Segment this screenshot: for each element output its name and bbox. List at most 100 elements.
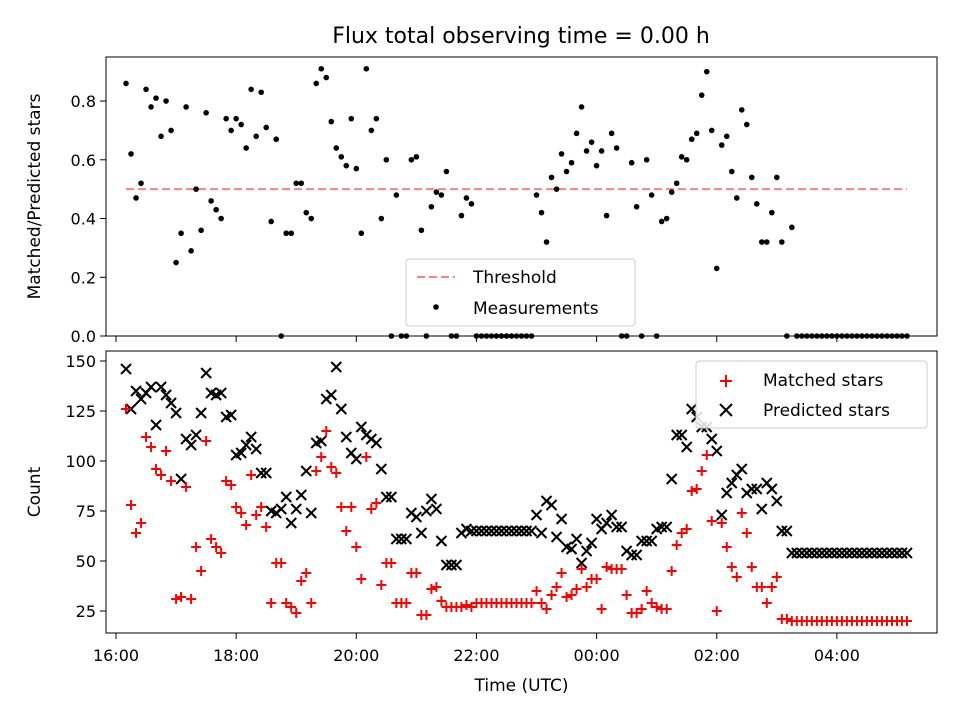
predicted-point (485, 525, 498, 537)
predicted-point-b (505, 525, 518, 537)
predicted-point (475, 525, 488, 537)
predicted-point-b (736, 463, 748, 475)
predicted-point-b (435, 535, 448, 547)
measurement-point (738, 107, 745, 113)
measurement-point (543, 239, 550, 245)
matched-point (766, 582, 777, 592)
measurement-point (273, 136, 280, 143)
predicted-point (866, 547, 878, 559)
predicted-point-b (195, 407, 207, 419)
measurement-point (433, 189, 440, 195)
matched-point (696, 466, 707, 476)
matched-point (241, 520, 252, 530)
predicted-point (771, 495, 783, 507)
measurement-point (683, 156, 690, 163)
predicted-point (851, 547, 863, 559)
predicted-point (325, 389, 337, 401)
predicted-point (505, 525, 518, 537)
measurement-point (894, 333, 900, 339)
predicted-point (565, 543, 578, 555)
bottom-xtick-label: 02:00 (694, 646, 740, 665)
predicted-point-b (200, 367, 212, 379)
chart-title: Flux total observing time = 0.00 h (332, 24, 710, 49)
measurement-point (478, 333, 485, 339)
matched-point (286, 602, 297, 612)
matched-point (336, 502, 347, 512)
measurement-point (809, 333, 815, 339)
predicted-point (685, 403, 698, 415)
predicted-point (806, 547, 818, 559)
measurement-point (368, 127, 375, 134)
predicted-point-b (205, 387, 217, 399)
predicted-point (165, 397, 177, 409)
measurement-point (353, 165, 360, 172)
measurement-point (723, 133, 730, 140)
predicted-point-b (721, 487, 733, 499)
predicted-point (340, 431, 352, 443)
predicted-point-b (355, 421, 368, 433)
predicted-point (711, 445, 723, 457)
predicted-point-b (295, 489, 307, 501)
measurement-point (278, 333, 285, 339)
matched-point (531, 586, 542, 596)
matched-point (371, 498, 382, 508)
measurement-point (393, 192, 400, 198)
predicted-point-b (245, 431, 257, 443)
predicted-point (150, 419, 162, 431)
measurement-point (148, 104, 154, 110)
predicted-point-b (655, 521, 668, 533)
measurement-point (303, 209, 310, 216)
predicted-point-b (836, 547, 848, 559)
matched-point (756, 582, 767, 592)
matched-point (431, 582, 442, 592)
predicted-point-b (400, 533, 413, 545)
matched-point (181, 482, 192, 492)
top-ytick-label: 0.4 (71, 210, 96, 229)
predicted-point-b (350, 453, 363, 465)
matched-point (126, 500, 137, 510)
predicted-point-b (470, 525, 483, 537)
predicted-point (290, 503, 302, 515)
matched-point (131, 528, 142, 538)
measurement-point (678, 154, 685, 160)
measurement-point (493, 333, 500, 339)
predicted-point-b (585, 537, 598, 549)
measurement-point (288, 230, 295, 237)
legend-matched-swatch (720, 375, 732, 387)
matched-point (246, 470, 257, 480)
measurement-point (143, 86, 149, 93)
predicted-point-b (901, 547, 913, 559)
measurement-point (804, 333, 810, 339)
measurement-point (193, 186, 199, 192)
matched-point (426, 584, 437, 594)
predicted-point-b (665, 473, 678, 485)
bottom-xlabel: Time (UTC) (474, 676, 569, 696)
predicted-point-b (345, 447, 358, 459)
measurement-point (153, 95, 159, 101)
predicted-point-b (560, 541, 573, 553)
predicted-point (776, 525, 788, 537)
measurement-point (333, 145, 340, 151)
predicted-point-b (130, 385, 142, 397)
measurement-point (443, 168, 450, 175)
bottom-ytick-label: 50 (76, 552, 96, 571)
matched-point (356, 574, 367, 584)
matched-point (276, 558, 287, 568)
predicted-point-b (706, 433, 718, 445)
predicted-point-b (300, 465, 312, 477)
predicted-point (235, 447, 247, 459)
measurement-point (698, 92, 705, 98)
measurement-point (794, 333, 800, 339)
predicted-point-b (425, 493, 438, 505)
predicted-point-b (450, 559, 463, 571)
predicted-point (245, 431, 257, 443)
matched-point (266, 598, 277, 608)
matched-point (591, 574, 602, 584)
predicted-point-b (420, 505, 433, 517)
predicted-point-b (330, 361, 342, 373)
measurement-point (183, 104, 189, 110)
measurement-point (283, 230, 290, 237)
top-ytick-label: 0.0 (71, 327, 96, 346)
measurement-point (313, 80, 320, 87)
measurement-point (358, 230, 365, 237)
